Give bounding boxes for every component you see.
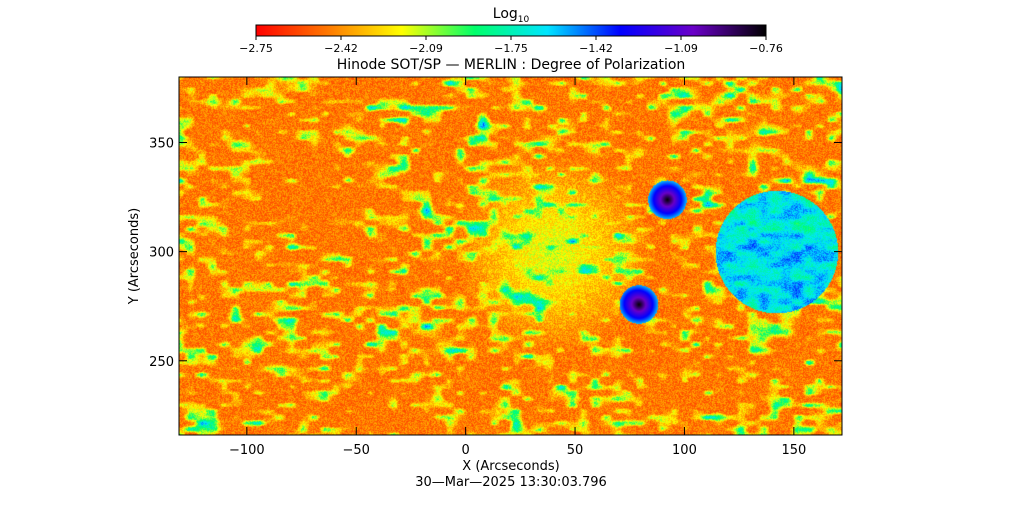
colorbar-ticks: −2.75 −2.42 −2.09 −1.75 −1.42 −1.09 −0.76 (239, 36, 783, 55)
colorbar-title: Log10 (493, 6, 530, 25)
heatmap-image (179, 77, 842, 435)
colorbar-tick-label: −1.75 (494, 42, 528, 55)
y-tick-label: 250 (149, 355, 174, 370)
colorbar-strip (255, 24, 767, 37)
x-tick-label: −50 (343, 443, 370, 458)
y-tick-label: 350 (149, 136, 174, 151)
plot-area: −100 −50 0 50 100 150 250 300 350 (149, 76, 843, 458)
y-axis: 250 300 350 (149, 136, 842, 370)
colorbar-tick-label: −2.09 (409, 42, 443, 55)
colorbar-title-main: Log (493, 6, 518, 22)
chart-title: Hinode SOT/SP — MERLIN : Degree of Polar… (337, 57, 686, 73)
timestamp: 30—Mar—2025 13:30:03.796 (415, 475, 607, 490)
x-tick-label: 0 (462, 443, 470, 458)
x-tick-label: 50 (567, 443, 584, 458)
plot-frame (178, 76, 843, 436)
x-tick-label: 150 (781, 443, 806, 458)
x-tick-label: −100 (229, 443, 265, 458)
colorbar-tick-label: −2.75 (239, 42, 273, 55)
colorbar-tick-label: −1.42 (579, 42, 613, 55)
colorbar-tick-label: −2.42 (324, 42, 358, 55)
colorbar: Log10 −2.75 −2.42 −2.09 −1.75 −1.42 −1.09 −0.7… (239, 6, 783, 55)
colorbar-tick-label: −0.76 (749, 42, 783, 55)
x-axis: −100 −50 0 50 100 150 (229, 77, 806, 458)
colorbar-tick-label: −1.09 (664, 42, 698, 55)
x-tick-label: 100 (672, 443, 697, 458)
x-axis-label: X (Arcseconds) (462, 459, 559, 474)
colorbar-title-subscript: 10 (518, 15, 530, 25)
y-axis-label: Y (Arcseconds) (127, 208, 142, 305)
y-tick-label: 300 (149, 246, 174, 261)
